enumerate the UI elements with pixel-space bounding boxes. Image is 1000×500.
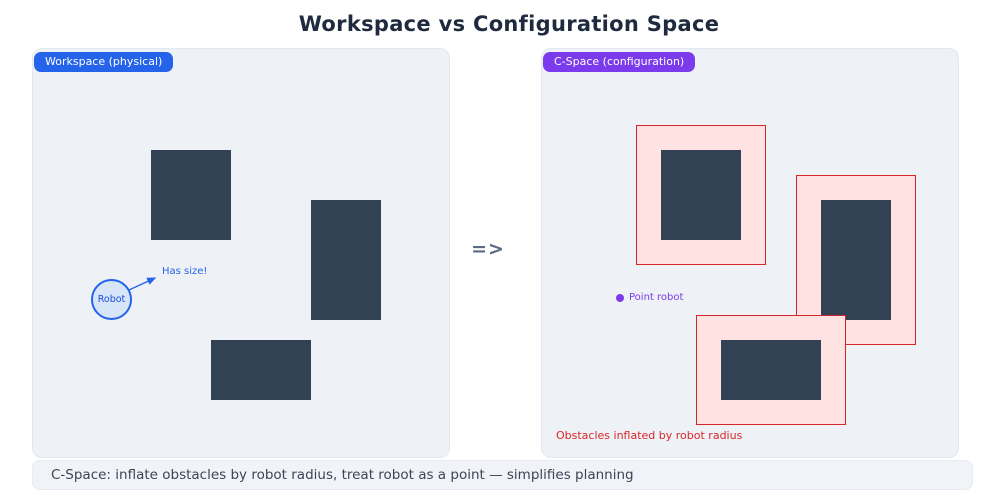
workspace-obstacle [311,200,381,320]
robot-size-annotation: Has size! [162,266,208,277]
workspace-obstacle [211,340,311,400]
inflated-obstacle [696,315,846,425]
footer-note-text: C-Space: inflate obstacles by robot radi… [51,467,634,483]
workspace-obstacles-layer [33,49,449,457]
cspace-panel: Point robot Obstacles inflated by robot … [541,48,959,458]
workspace-panel: Robot Has size! Workspace (physical) [32,48,450,458]
robot-label: Robot [97,294,126,305]
robot-circle: Robot [91,279,132,320]
point-robot: Point robot [616,292,683,303]
page-title: Workspace vs Configuration Space [298,12,720,36]
cspace-obstacle [721,340,821,400]
workspace-obstacle [151,150,231,240]
inflation-note: Obstacles inflated by robot radius [556,429,743,442]
cspace-obstacle [821,200,891,320]
point-robot-dot-icon [616,293,624,302]
point-robot-label: Point robot [629,292,684,303]
workspace-badge: Workspace (physical) [34,52,174,72]
cspace-obstacles-layer [542,49,958,457]
transform-arrow: => [471,238,505,260]
cspace-badge: C-Space (configuration) [543,52,696,72]
cspace-obstacle [661,150,741,240]
footer-note: C-Space: inflate obstacles by robot radi… [32,460,973,490]
inflated-obstacle [636,125,766,265]
